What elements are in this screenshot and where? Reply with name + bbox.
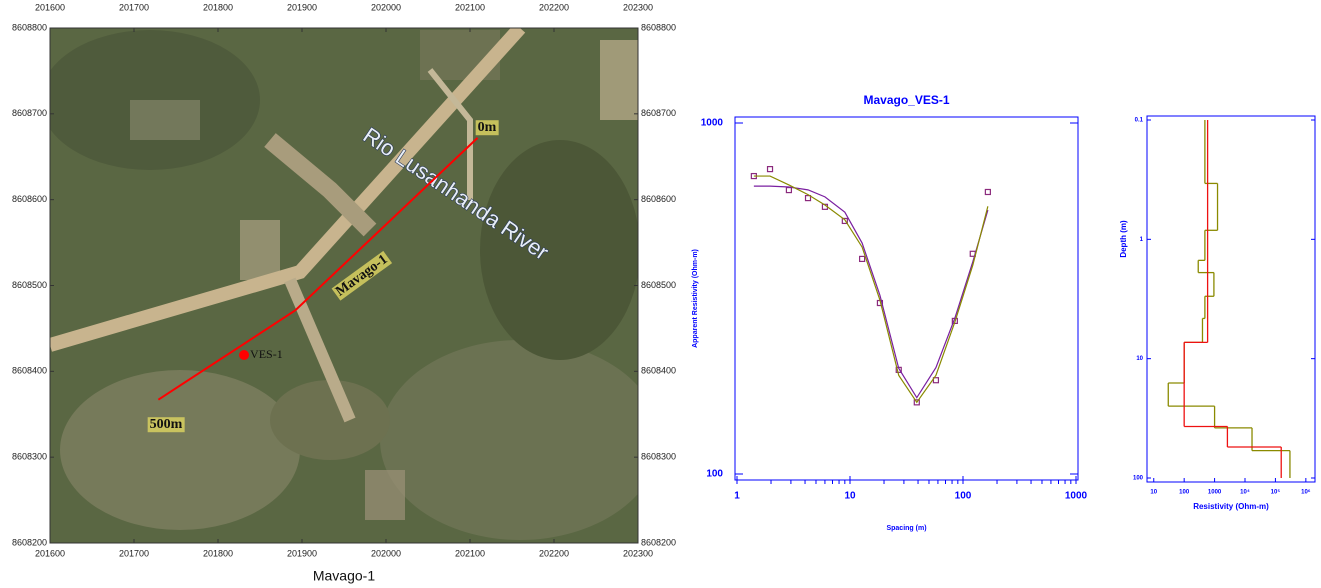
x-tick-label-top: 202100 — [455, 2, 485, 12]
y-tick-label-right: 8608600 — [641, 194, 676, 204]
x-tick-label: 100 — [1179, 490, 1190, 496]
y-tick-label: 100 — [1133, 476, 1144, 482]
y-tick-label: 100 — [706, 469, 723, 480]
y-tick-label: 0.1 — [1135, 118, 1144, 124]
y-tick-label-left: 8608300 — [12, 452, 47, 462]
x-tick-label-bottom: 202000 — [371, 548, 401, 558]
x-tick-label: 1 — [734, 491, 740, 502]
y-tick-label-right: 8608200 — [641, 537, 676, 547]
x-tick-label-bottom: 201900 — [287, 548, 317, 558]
end-label-group: 0m — [476, 120, 499, 135]
y-tick-label-left: 8608500 — [12, 280, 47, 290]
y-axis-label: Apparent Resistivity (Ohm-m) — [692, 249, 699, 348]
y-tick-label-left: 8608800 — [12, 22, 47, 32]
y-tick-label: 1 — [1140, 237, 1144, 243]
data-point — [768, 167, 773, 172]
x-tick-label-top: 201600 — [35, 2, 65, 12]
x-tick-label-top: 201800 — [203, 2, 233, 12]
x-tick-label: 10⁶ — [1301, 490, 1311, 496]
x-tick-label-top: 202200 — [539, 2, 569, 12]
x-tick-label: 10⁴ — [1240, 490, 1250, 496]
plot-frame — [1147, 116, 1315, 482]
data-point — [860, 256, 865, 261]
y-tick-label-right: 8608500 — [641, 280, 676, 290]
x-tick-label-top: 202300 — [623, 2, 653, 12]
start-label-group: 500m — [148, 417, 185, 432]
figure: 201600 201600 201700 201700 201800 201800 2019… — [0, 0, 1321, 588]
y-tick-label-right: 8608400 — [641, 366, 676, 376]
y-tick-label-left: 8608600 — [12, 194, 47, 204]
model-curve — [754, 186, 988, 398]
x-tick-label: 1000 — [1065, 491, 1088, 502]
x-tick-label: 1000 — [1208, 490, 1222, 496]
x-tick-label-top: 201900 — [287, 2, 317, 12]
ves-label: VES-1 — [250, 347, 283, 361]
x-tick-label-top: 202000 — [371, 2, 401, 12]
y-tick-label-left: 8608400 — [12, 366, 47, 376]
map-caption: Mavago-1 — [313, 568, 375, 584]
x-axis-label: Resistivity (Ohm-m) — [1193, 502, 1269, 511]
y-tick-label: 10 — [1136, 356, 1143, 362]
model-curve — [754, 176, 988, 402]
page: 201600 201600 201700 201700 201800 201800 2019… — [0, 0, 1321, 588]
plot-frame — [735, 117, 1078, 480]
y-tick-label-right: 8608700 — [641, 108, 676, 118]
x-tick-label: 10 — [844, 491, 856, 502]
y-tick-label-left: 8608200 — [12, 537, 47, 547]
x-tick-label-bottom: 202100 — [455, 548, 485, 558]
x-tick-label-bottom: 201800 — [203, 548, 233, 558]
x-tick-label-top: 201700 — [119, 2, 149, 12]
data-point — [985, 189, 990, 194]
y-tick-label-right: 8608300 — [641, 452, 676, 462]
x-tick-label-bottom: 202200 — [539, 548, 569, 558]
x-tick-label: 100 — [955, 491, 972, 502]
y-tick-label-right: 8608800 — [641, 22, 676, 32]
y-tick-label-left: 8608700 — [12, 108, 47, 118]
x-tick-label-bottom: 201700 — [119, 548, 149, 558]
y-tick-label: 1000 — [701, 118, 724, 129]
data-point — [786, 188, 791, 193]
end-label: 0m — [478, 120, 497, 135]
ves-point — [239, 350, 249, 360]
x-tick-label: 10⁵ — [1271, 490, 1281, 496]
x-tick-label: 10 — [1150, 490, 1157, 496]
start-label: 500m — [150, 417, 183, 432]
x-axis-label: Spacing (m) — [886, 525, 926, 532]
chart-title: Mavago_VES-1 — [863, 93, 949, 107]
x-tick-label-bottom: 201600 — [35, 548, 65, 558]
y-axis-label: Depth (m) — [1119, 220, 1128, 258]
x-tick-label-bottom: 202300 — [623, 548, 653, 558]
